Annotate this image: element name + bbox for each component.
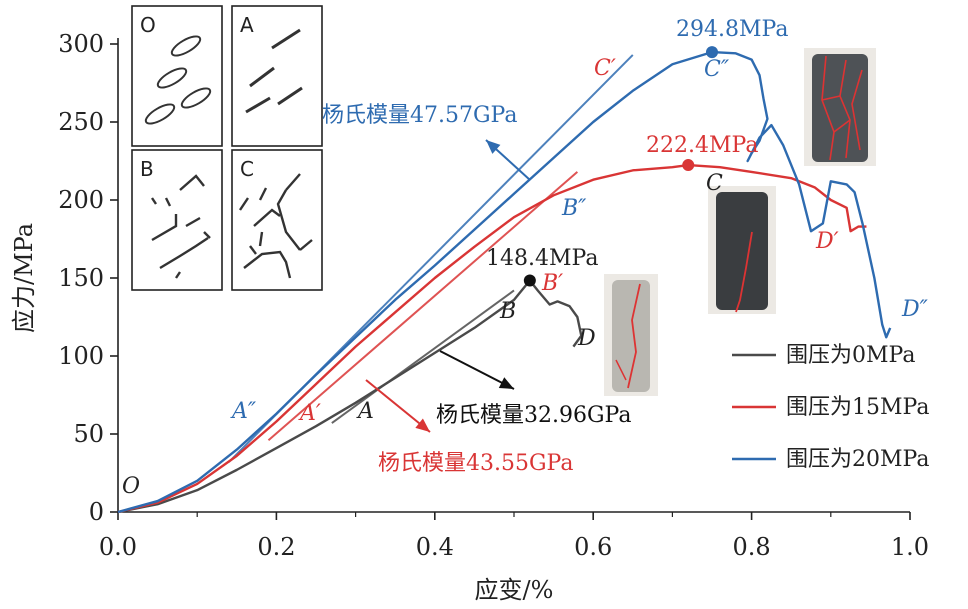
point-label: C bbox=[706, 171, 723, 196]
arrow-head bbox=[486, 140, 501, 154]
y-tick-label: 150 bbox=[58, 264, 104, 292]
specimen-photos bbox=[604, 48, 876, 396]
arrow-head bbox=[498, 377, 514, 389]
crack-path bbox=[185, 216, 201, 228]
inset-panel-label: B bbox=[140, 157, 154, 181]
specimen-crack bbox=[615, 359, 627, 381]
peak-value-label: 294.8MPa bbox=[676, 17, 788, 42]
inset-panel-label: O bbox=[140, 13, 156, 37]
crack-path bbox=[258, 231, 264, 247]
point-label: A″ bbox=[230, 399, 257, 424]
crack-path bbox=[258, 187, 268, 201]
crack-path bbox=[285, 173, 301, 191]
crack-path bbox=[299, 239, 313, 251]
specimen-15mpa-body bbox=[716, 192, 768, 310]
crack-ellipse bbox=[144, 103, 176, 125]
point-label: D bbox=[577, 326, 596, 351]
point-label: O bbox=[122, 474, 140, 499]
crack-path bbox=[179, 174, 205, 191]
series-line bbox=[117, 50, 892, 514]
point-label: A bbox=[356, 399, 374, 424]
y-tick-label: 50 bbox=[73, 420, 104, 448]
point-label: D″ bbox=[901, 297, 929, 322]
crack-line bbox=[249, 66, 275, 88]
legend-label: 围压为15MPa bbox=[786, 395, 929, 420]
specimen-0mpa-body bbox=[612, 280, 650, 392]
peak-value-label: 148.4MPa bbox=[486, 246, 598, 271]
point-label: D′ bbox=[815, 229, 839, 254]
crack-path bbox=[164, 197, 172, 207]
inset-panel-frame bbox=[231, 5, 323, 147]
legend-label: 围压为0MPa bbox=[786, 343, 915, 368]
peak-marker bbox=[706, 46, 718, 59]
series-layer bbox=[117, 46, 892, 514]
legend-label: 围压为20MPa bbox=[786, 447, 929, 472]
y-tick-label: 200 bbox=[58, 186, 104, 214]
y-tick-label: 100 bbox=[58, 342, 104, 370]
crack-path bbox=[175, 271, 181, 279]
specimen-crack bbox=[833, 119, 851, 133]
specimen-crack bbox=[839, 59, 851, 159]
y-axis-title: 应力/MPa bbox=[10, 223, 38, 333]
crack-line bbox=[245, 96, 271, 114]
peak-marker bbox=[523, 274, 536, 287]
point-label: C′ bbox=[594, 56, 616, 81]
crack-path bbox=[253, 208, 281, 227]
y-tick-label: 250 bbox=[58, 108, 104, 136]
crack-ellipse bbox=[170, 35, 202, 57]
crack-path bbox=[249, 245, 257, 255]
inset-panel-frame bbox=[231, 149, 323, 291]
x-tick-label: 0.4 bbox=[416, 533, 454, 561]
crack-line bbox=[277, 86, 303, 106]
y-tick-label: 300 bbox=[58, 30, 104, 58]
point-label: B″ bbox=[561, 196, 587, 221]
modulus-fit-line bbox=[331, 289, 515, 424]
specimen-crack bbox=[735, 231, 753, 313]
specimen-crack bbox=[821, 55, 835, 161]
crack-path bbox=[151, 197, 157, 205]
modulus-label: 杨氏模量47.57GPa bbox=[322, 103, 518, 128]
point-label: A′ bbox=[298, 401, 321, 426]
x-tick-label: 1.0 bbox=[891, 533, 929, 561]
crack-path bbox=[276, 189, 301, 251]
crack-path bbox=[159, 237, 209, 270]
point-label: C″ bbox=[704, 57, 730, 82]
point-label: B′ bbox=[541, 271, 563, 296]
crack-path bbox=[151, 214, 178, 242]
axes: 0.0 0.2 0.4 0.6 0.8 1.0 0 50 100 150 200 250 300 应变/%… bbox=[10, 30, 929, 604]
legend: 围压为0MPa 围压为15MPa 围压为20MPa bbox=[732, 343, 929, 472]
crack-ellipse bbox=[180, 87, 212, 109]
crack-line bbox=[271, 28, 301, 50]
modulus-fit-line bbox=[267, 171, 579, 441]
specimen-crack bbox=[627, 283, 641, 389]
x-tick-label: 0.0 bbox=[99, 533, 137, 561]
peak-value-label: 222.4MPa bbox=[646, 133, 758, 158]
crack-path bbox=[243, 250, 292, 279]
y-tick-label: 0 bbox=[89, 498, 104, 526]
x-tick-label: 0.8 bbox=[733, 533, 771, 561]
x-tick-label: 0.6 bbox=[574, 533, 612, 561]
crack-path bbox=[239, 197, 249, 211]
peak-marker bbox=[682, 159, 695, 172]
inset-panel-label: A bbox=[240, 13, 254, 37]
point-label: B bbox=[499, 299, 516, 324]
series-line bbox=[117, 279, 583, 514]
series-line bbox=[117, 163, 867, 514]
arrow-head bbox=[415, 418, 430, 432]
crack-ellipse bbox=[156, 67, 188, 89]
modulus-label: 杨氏模量43.55GPa bbox=[378, 451, 574, 476]
crack-path bbox=[203, 231, 211, 239]
specimen-20mpa-body bbox=[812, 54, 868, 162]
modulus-label: 杨氏模量32.96GPa bbox=[436, 403, 632, 428]
specimen-crack bbox=[851, 69, 863, 151]
crack-inset-panels: O A B C bbox=[131, 5, 323, 291]
x-tick-label: 0.2 bbox=[257, 533, 295, 561]
x-axis-title: 应变/% bbox=[475, 576, 554, 604]
inset-panel-label: C bbox=[240, 157, 254, 181]
annotations: 148.4MPa 222.4MPa 294.8MPa 杨氏模量47.57GPa 杨氏模量… bbox=[122, 17, 929, 499]
specimen-crack bbox=[821, 95, 841, 101]
